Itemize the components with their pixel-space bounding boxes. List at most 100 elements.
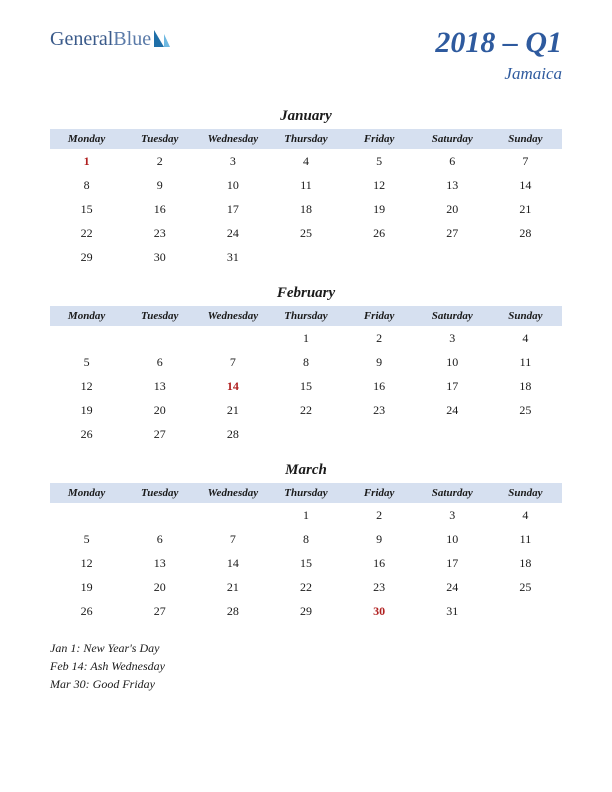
calendar-row: 1234567 [50,149,562,173]
calendar-cell: 26 [50,422,123,446]
calendar-cell [343,422,416,446]
calendar-cell: 7 [489,149,562,173]
calendar-row: 15161718192021 [50,197,562,221]
calendar-cell: 17 [416,374,489,398]
calendar-cell [416,422,489,446]
calendar-cell [489,422,562,446]
calendar-cell: 21 [196,575,269,599]
day-header: Tuesday [123,483,196,503]
calendar-cell: 22 [269,398,342,422]
calendar-row: 1234 [50,326,562,350]
calendar-cell: 15 [50,197,123,221]
calendar-cell: 8 [50,173,123,197]
calendar-cell: 1 [269,503,342,527]
day-header: Tuesday [123,306,196,326]
calendar-cell [123,503,196,527]
calendar-cell: 27 [123,422,196,446]
calendar-cell: 13 [123,551,196,575]
month-name: February [50,285,562,302]
calendar-cell: 12 [50,551,123,575]
calendar-cell [269,245,342,269]
calendar-cell: 19 [50,398,123,422]
calendar-cell: 15 [269,374,342,398]
calendar-cell: 29 [50,245,123,269]
day-header: Wednesday [196,129,269,149]
calendar-cell: 22 [269,575,342,599]
calendar-cell [489,245,562,269]
day-header: Thursday [269,483,342,503]
calendar-row: 22232425262728 [50,221,562,245]
calendar-cell: 23 [343,575,416,599]
calendar-cell: 29 [269,599,342,623]
calendar-cell: 2 [343,326,416,350]
day-header: Friday [343,483,416,503]
calendar-row: 293031 [50,245,562,269]
calendar-cell: 23 [123,221,196,245]
calendar-cell: 18 [489,551,562,575]
calendar-table: MondayTuesdayWednesdayThursdayFridaySatu… [50,306,562,446]
calendar-cell: 25 [269,221,342,245]
calendar-cell: 7 [196,527,269,551]
day-header: Sunday [489,483,562,503]
calendar-table: MondayTuesdayWednesdayThursdayFridaySatu… [50,129,562,269]
holiday-item: Feb 14: Ash Wednesday [50,657,562,675]
calendar-cell: 6 [123,527,196,551]
calendar-row: 12131415161718 [50,551,562,575]
calendar-cell: 22 [50,221,123,245]
calendar-cell: 4 [489,503,562,527]
calendar-cell: 19 [50,575,123,599]
calendar-cell: 20 [123,398,196,422]
calendar-cell: 10 [196,173,269,197]
title-block: 2018 – Q1 Jamaica [435,28,562,84]
calendar-cell: 11 [269,173,342,197]
day-header: Monday [50,129,123,149]
calendar-cell: 26 [343,221,416,245]
holiday-item: Jan 1: New Year's Day [50,639,562,657]
logo-part1: General [50,28,113,50]
calendar-cell: 13 [416,173,489,197]
title-main: 2018 – Q1 [435,28,562,58]
calendar-cell: 1 [269,326,342,350]
day-header: Saturday [416,306,489,326]
day-header: Wednesday [196,306,269,326]
calendar-row: 19202122232425 [50,398,562,422]
day-header: Thursday [269,306,342,326]
calendar-table: MondayTuesdayWednesdayThursdayFridaySatu… [50,483,562,623]
calendar-cell: 3 [416,326,489,350]
calendar-cell [196,503,269,527]
calendar-cell: 20 [416,197,489,221]
calendar-row: 1234 [50,503,562,527]
month-block: March MondayTuesdayWednesdayThursdayFrida… [50,462,562,623]
day-header: Monday [50,306,123,326]
calendar-cell: 2 [123,149,196,173]
calendar-cell: 27 [123,599,196,623]
calendar-cell: 10 [416,350,489,374]
calendar-cell: 5 [50,527,123,551]
calendar-cell: 4 [489,326,562,350]
month-name: March [50,462,562,479]
calendar-cell: 9 [343,350,416,374]
calendar-cell: 3 [196,149,269,173]
calendar-cell: 9 [123,173,196,197]
calendar-cell: 28 [489,221,562,245]
calendar-cell: 11 [489,350,562,374]
title-sub: Jamaica [435,64,562,84]
calendar-row: 891011121314 [50,173,562,197]
month-block: February MondayTuesdayWednesdayThursdayFr… [50,285,562,446]
day-header: Saturday [416,483,489,503]
calendar-cell: 10 [416,527,489,551]
calendar-cell: 30 [123,245,196,269]
calendar-cell: 3 [416,503,489,527]
calendar-cell: 14 [196,374,269,398]
day-header: Sunday [489,129,562,149]
calendar-cell: 9 [343,527,416,551]
calendar-row: 567891011 [50,527,562,551]
calendar-row: 12131415161718 [50,374,562,398]
day-header: Friday [343,306,416,326]
calendar-cell: 21 [196,398,269,422]
calendar-cell: 15 [269,551,342,575]
calendar-cell: 5 [343,149,416,173]
calendar-cell: 24 [196,221,269,245]
holiday-item: Mar 30: Good Friday [50,675,562,693]
day-header: Wednesday [196,483,269,503]
